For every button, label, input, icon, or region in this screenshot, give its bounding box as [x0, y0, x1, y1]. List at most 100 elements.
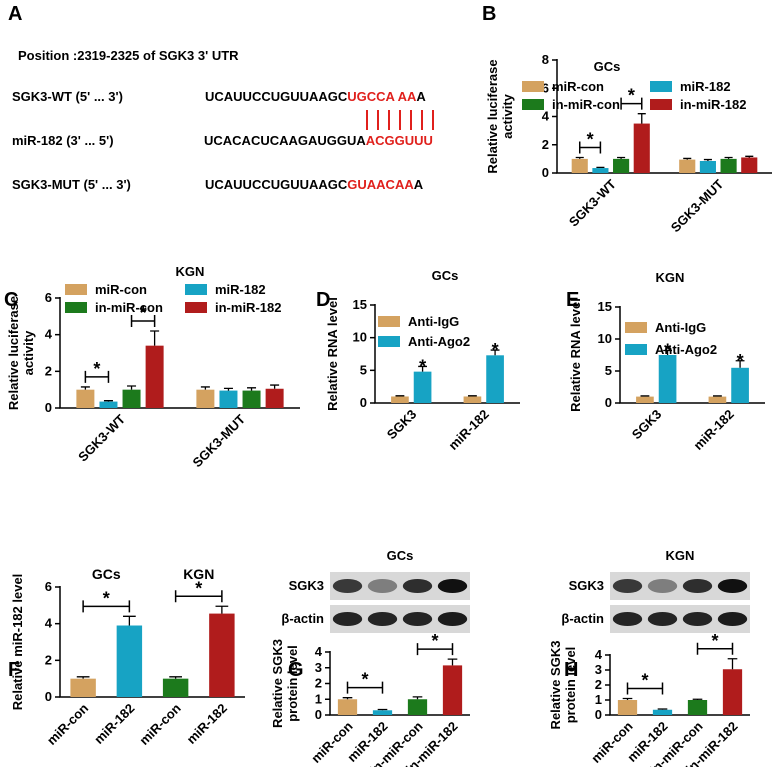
- y-tick-label: 1: [315, 691, 322, 706]
- x-tick-label: SGK3: [384, 407, 420, 443]
- bar: [679, 159, 696, 173]
- x-tick-label: SGK3-WT: [75, 411, 128, 464]
- error-bar: [123, 615, 136, 626]
- blot-label: SGK3: [289, 578, 324, 593]
- legend-swatch: [625, 344, 647, 355]
- row-name: miR-182 (3' ... 5'): [12, 133, 114, 148]
- blot-band: [437, 612, 468, 626]
- x-tick-label: miR-182: [691, 407, 737, 453]
- blot-band: [612, 579, 643, 593]
- blot-label: SGK3: [569, 578, 604, 593]
- blot-band: [437, 579, 468, 593]
- legend-label: Anti-Ago2: [408, 334, 470, 349]
- significance-label: *: [737, 351, 744, 371]
- y-tick-label: 0: [45, 400, 52, 415]
- x-tick-label: miR-182: [91, 701, 137, 747]
- y-tick-label: 2: [315, 676, 322, 691]
- bar: [442, 665, 463, 715]
- bar: [486, 355, 504, 403]
- chart-title: GCs: [432, 268, 459, 283]
- error-bar: [657, 708, 668, 710]
- blot-label: β-actin: [281, 611, 324, 626]
- error-bar: [447, 658, 458, 666]
- significance-bracket: [620, 97, 643, 110]
- y-tick-label: 8: [542, 52, 549, 67]
- x-tick-label: miR-con: [44, 700, 91, 747]
- panel-label: D: [316, 289, 330, 311]
- y-tick-label: 2: [45, 363, 52, 378]
- y-axis-label: protein level: [563, 647, 578, 724]
- panel-label: C: [4, 289, 18, 311]
- significance-label: *: [419, 356, 426, 376]
- bar: [209, 613, 235, 697]
- error-bar: [200, 386, 210, 390]
- significance-bracket: [346, 681, 384, 694]
- legend-label: Anti-Ago2: [655, 342, 717, 357]
- significance-label: *: [641, 671, 648, 691]
- bar: [76, 389, 95, 408]
- y-tick-label: 0: [360, 395, 367, 410]
- y-tick-label: 0: [542, 165, 549, 180]
- y-tick-label: 4: [45, 327, 53, 342]
- bar: [265, 388, 284, 408]
- bar: [116, 625, 143, 697]
- error-bar: [683, 157, 692, 160]
- error-bar: [640, 395, 650, 397]
- error-bar: [637, 113, 646, 124]
- y-tick-label: 0: [45, 689, 52, 704]
- bar: [633, 123, 650, 173]
- y-tick-label: 2: [45, 652, 52, 667]
- bar: [122, 389, 141, 408]
- bar: [617, 700, 638, 715]
- legend-swatch: [378, 336, 400, 347]
- blot-band: [402, 579, 433, 593]
- blot-band: [682, 612, 713, 626]
- legend-swatch: [65, 302, 87, 313]
- y-tick-label: 4: [542, 109, 550, 124]
- bar: [658, 355, 677, 403]
- bar: [463, 396, 482, 403]
- seq-segment: UCAUUCCUGUUAAGC: [205, 177, 348, 192]
- significance-label: *: [431, 631, 438, 651]
- blot-band: [367, 579, 398, 593]
- chart-title: KGN: [666, 548, 695, 563]
- x-tick-label: SGK3-WT: [566, 176, 619, 229]
- error-bar: [617, 156, 626, 159]
- panel-label: H: [564, 659, 578, 681]
- row-name: SGK3-MUT (5' ... 3'): [12, 177, 131, 192]
- y-axis-label: Relative luciferase: [6, 296, 21, 410]
- bar: [708, 396, 727, 403]
- y-tick-label: 5: [605, 363, 612, 378]
- chart-title: GCs: [594, 59, 621, 74]
- legend-label: Anti-IgG: [655, 320, 706, 335]
- significance-bracket: [82, 600, 131, 613]
- error-bar: [596, 166, 605, 169]
- blot-band: [647, 579, 678, 593]
- y-axis-label: Relative RNA level: [568, 298, 583, 412]
- bar: [162, 678, 189, 697]
- blot-band: [332, 579, 363, 593]
- significance-label: *: [93, 359, 100, 379]
- legend-label: Anti-IgG: [408, 314, 459, 329]
- error-bar: [223, 387, 233, 391]
- y-tick-label: 1: [595, 692, 602, 707]
- significance-bracket: [84, 370, 110, 383]
- significance-bracket: [130, 315, 156, 327]
- position-text: Position :2319-2325 of SGK3 3' UTR: [18, 48, 239, 63]
- pairing-lines: [366, 110, 434, 130]
- blot-band: [332, 612, 363, 626]
- bar: [731, 367, 749, 403]
- x-tick-label: SGK3: [629, 407, 665, 443]
- error-bar: [80, 386, 90, 390]
- bar: [720, 158, 737, 173]
- y-tick-label: 0: [605, 395, 612, 410]
- x-tick-label: miR-con: [136, 700, 183, 747]
- error-bar: [724, 156, 733, 159]
- y-tick-label: 15: [598, 299, 612, 314]
- bar: [99, 401, 118, 408]
- error-bar: [103, 400, 113, 402]
- x-tick-label: SGK3-MUT: [668, 176, 727, 235]
- bar: [722, 669, 743, 715]
- legend-label: in-miR-182: [215, 300, 281, 315]
